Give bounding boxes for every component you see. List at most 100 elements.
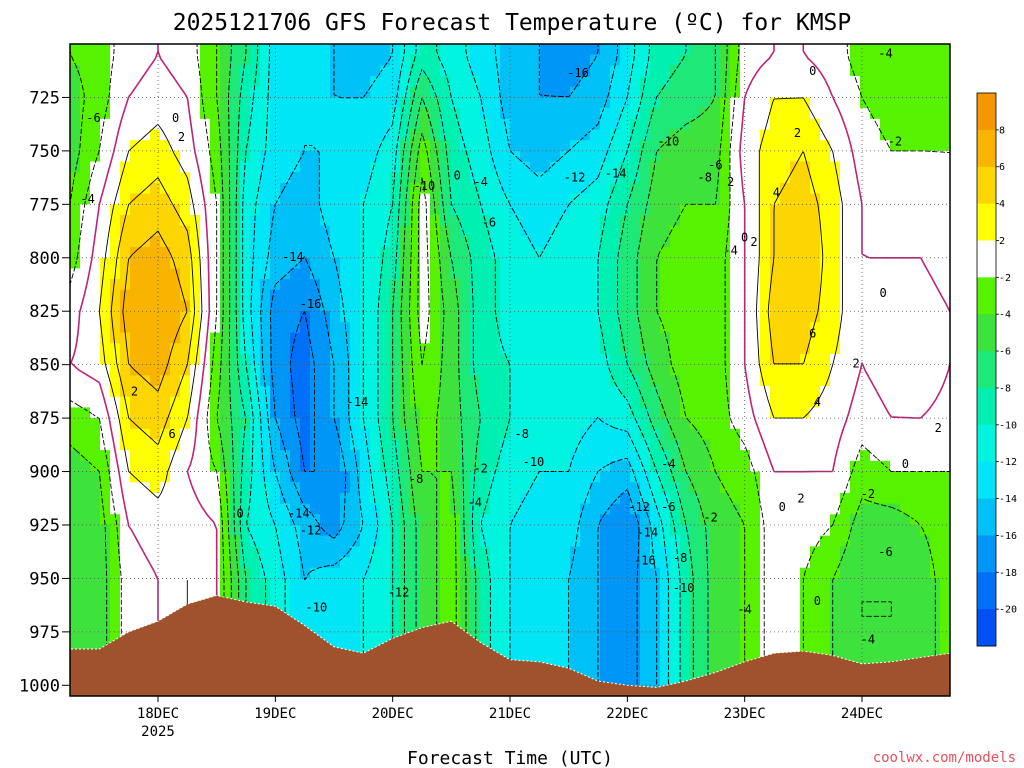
temperature-cell: [520, 257, 531, 270]
temperature-cell: [770, 118, 781, 131]
temperature-cell: [160, 578, 171, 590]
temperature-cell: [700, 407, 711, 419]
temperature-cell: [770, 44, 781, 56]
temperature-cell: [120, 578, 131, 590]
temperature-cell: [870, 193, 881, 205]
temperature-cell: [660, 492, 671, 505]
temperature-cell: [710, 567, 721, 580]
temperature-cell: [70, 492, 81, 505]
temperature-cell: [640, 86, 651, 99]
temperature-cell: [730, 108, 741, 120]
temperature-cell: [150, 353, 161, 366]
temperature-cell: [870, 535, 881, 547]
temperature-cell: [800, 514, 811, 526]
temperature-cell: [660, 86, 671, 99]
temperature-cell: [470, 546, 481, 558]
temperature-cell: [400, 599, 411, 612]
temperature-cell: [440, 150, 451, 163]
temperature-cell: [690, 364, 701, 376]
temperature-cell: [410, 236, 421, 248]
temperature-cell: [520, 118, 531, 131]
temperature-cell: [180, 289, 191, 302]
temperature-cell: [210, 65, 221, 77]
temperature-cell: [530, 86, 541, 99]
temperature-cell: [700, 460, 711, 473]
temperature-cell: [100, 353, 111, 366]
temperature-cell: [290, 546, 301, 558]
temperature-cell: [570, 621, 581, 633]
temperature-cell: [390, 225, 401, 237]
temperature-cell: [870, 332, 881, 344]
temperature-cell: [80, 204, 91, 216]
temperature-cell: [380, 610, 391, 622]
temperature-cell: [480, 439, 491, 451]
temperature-cell: [100, 193, 111, 205]
temperature-cell: [280, 268, 291, 280]
temperature-cell: [880, 118, 891, 131]
temperature-cell: [730, 332, 741, 344]
temperature-cell: [420, 492, 431, 505]
temperature-cell: [670, 182, 681, 195]
temperature-cell: [600, 108, 611, 120]
temperature-cell: [550, 257, 561, 270]
temperature-cell: [260, 460, 271, 473]
temperature-cell: [740, 482, 751, 494]
temperature-cell: [220, 375, 231, 387]
temperature-cell: [450, 610, 461, 622]
temperature-cell: [250, 332, 261, 344]
temperature-cell: [190, 54, 201, 66]
temperature-cell: [590, 375, 601, 387]
temperature-cell: [610, 76, 621, 88]
temperature-cell: [180, 321, 191, 334]
temperature-cell: [190, 97, 201, 109]
temperature-cell: [570, 311, 581, 323]
temperature-cell: [120, 364, 131, 376]
temperature-cell: [720, 450, 731, 462]
temperature-cell: [870, 578, 881, 590]
temperature-cell: [350, 524, 361, 537]
temperature-cell: [370, 364, 381, 376]
temperature-cell: [650, 321, 661, 334]
temperature-cell: [420, 289, 431, 302]
temperature-cell: [720, 44, 731, 56]
temperature-cell: [660, 353, 671, 366]
temperature-cell: [820, 557, 831, 569]
temperature-cell: [850, 471, 861, 483]
temperature-cell: [400, 343, 411, 355]
temperature-cell: [690, 300, 701, 312]
temperature-cell: [710, 653, 721, 665]
temperature-cell: [740, 118, 751, 131]
temperature-cell: [460, 65, 471, 77]
temperature-cell: [340, 97, 351, 109]
temperature-cell: [250, 289, 261, 302]
temperature-cell: [550, 353, 561, 366]
temperature-cell: [790, 343, 801, 355]
temperature-cell: [90, 44, 101, 56]
temperature-cell: [480, 268, 491, 280]
temperature-cell: [230, 418, 241, 430]
temperature-cell: [700, 257, 711, 270]
temperature-cell: [380, 589, 391, 601]
temperature-cell: [480, 300, 491, 312]
temperature-cell: [610, 557, 621, 569]
temperature-cell: [750, 631, 761, 644]
temperature-cell: [380, 311, 391, 323]
temperature-cell: [530, 557, 541, 569]
temperature-cell: [810, 599, 821, 612]
temperature-cell: [140, 76, 151, 88]
temperature-cell: [150, 450, 161, 462]
temperature-cell: [150, 514, 161, 526]
temperature-cell: [630, 268, 641, 280]
temperature-cell: [810, 54, 821, 66]
temperature-cell: [140, 257, 151, 270]
temperature-cell: [830, 279, 841, 291]
temperature-cell: [620, 332, 631, 344]
temperature-cell: [640, 524, 651, 537]
temperature-cell: [760, 332, 771, 344]
temperature-cell: [540, 118, 551, 131]
temperature-cell: [210, 557, 221, 569]
temperature-cell: [580, 236, 591, 248]
temperature-cell: [570, 471, 581, 483]
temperature-cell: [690, 129, 701, 141]
temperature-cell: [610, 439, 621, 451]
